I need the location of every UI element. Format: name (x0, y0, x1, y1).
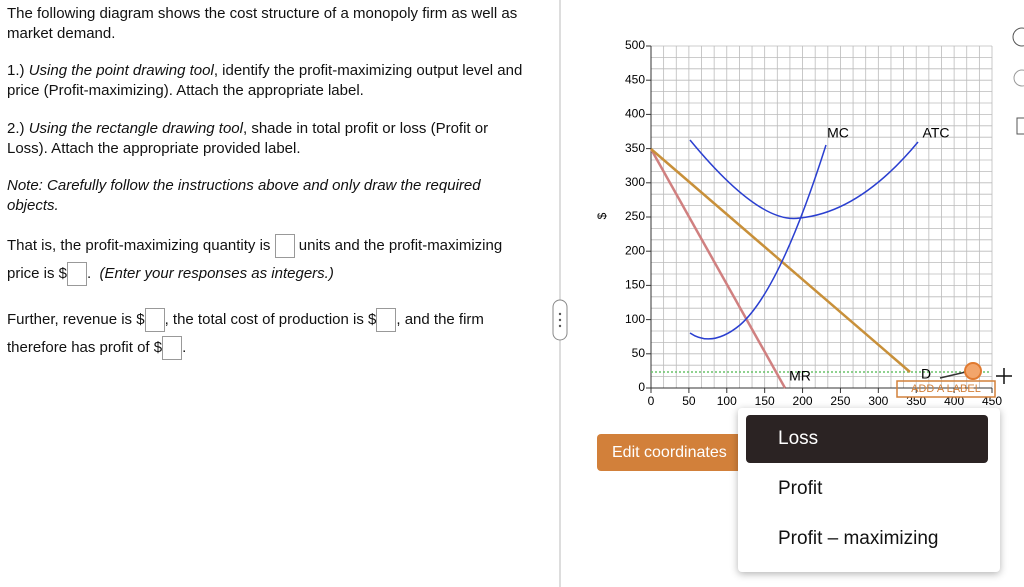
curve-label: D (921, 366, 931, 382)
step1: 1.) Using the point drawing tool, identi… (7, 61, 527, 101)
q-text: That is, the profit-maximizing quantity … (7, 237, 271, 254)
x-tick-label: 200 (793, 394, 813, 408)
intro: The following diagram shows the cost str… (7, 5, 518, 42)
y-tick-label: 200 (625, 243, 645, 257)
y-tick-label: 350 (625, 141, 645, 155)
add-label-box[interactable] (896, 380, 996, 398)
question2: Further, revenue is $ , the total cost of… (7, 306, 527, 362)
x-tick-label: 0 (648, 394, 655, 408)
answer-box[interactable] (144, 308, 165, 333)
y-axis-label: $ (595, 212, 609, 219)
grid (650, 45, 993, 389)
tool-icon[interactable] (1013, 69, 1024, 87)
step-text: , shade in total profit or loss (Profit … (7, 120, 489, 157)
q-text: , and the firm therefore has profit of $ (7, 311, 484, 356)
add-label: ADD A LABEL (911, 383, 981, 395)
y-tick-label: 0 (638, 380, 645, 394)
handle-dot (558, 324, 562, 328)
curve-label: MC (827, 125, 849, 141)
y-tick-label: 500 (625, 38, 645, 52)
label-menu: Loss Profit Profit – maximizing (738, 408, 1000, 572)
x-tick-label: 50 (682, 394, 696, 408)
q-text: Further, revenue is $ (7, 311, 145, 328)
x-tick-label: 250 (830, 394, 850, 408)
question1: That is, the profit-maximizing quantity … (7, 232, 527, 288)
answer-box[interactable] (376, 308, 397, 333)
y-tick-label: 50 (632, 346, 646, 360)
menu-item[interactable]: Profit – maximizing (778, 528, 939, 549)
d-curve (650, 148, 911, 373)
q-text: . (182, 339, 187, 356)
answer-box[interactable] (274, 234, 295, 259)
move-icon[interactable] (996, 368, 1012, 384)
answer-box[interactable] (67, 262, 88, 287)
x-tick-label: 150 (755, 394, 775, 408)
answer-box[interactable] (162, 336, 183, 361)
q-text: . (87, 265, 92, 282)
tool-icon[interactable] (1016, 117, 1024, 135)
step-number: 1.) (7, 62, 25, 79)
step2: 2.) Using the rectangle drawing tool, sh… (7, 119, 527, 159)
menu-item[interactable]: Profit (778, 478, 823, 499)
mc-curve (689, 144, 827, 340)
tool: Using the point drawing tool (28, 62, 214, 79)
y-tick-label: 450 (625, 72, 645, 86)
x-tick-label: 100 (717, 394, 737, 408)
curve-label: MR (789, 368, 811, 384)
hint: (Enter your responses as integers.) (99, 265, 334, 282)
x-tick-label: 300 (868, 394, 888, 408)
y-tick-label: 300 (625, 175, 645, 189)
ticks: 0 50 100 150 200 250 300 350 400 450 500 0 50 100 150 2… (625, 38, 1002, 408)
handle-dot (558, 318, 562, 322)
tool-icon[interactable] (1012, 27, 1024, 47)
step-text: , identify the profit-maximizing output … (7, 62, 523, 99)
note: Note: Carefully follow the instructions … (7, 176, 527, 216)
edit-coordinates-button[interactable]: Edit coordinates (597, 434, 747, 471)
q-text: units and the profit-maximizing price is… (7, 237, 503, 282)
tool: Using the rectangle drawing tool (28, 120, 243, 137)
y-tick-label: 400 (625, 107, 645, 121)
mr-curve (649, 148, 787, 389)
atc-curve (689, 139, 919, 220)
step-number: 2.) (7, 120, 25, 137)
menu-item[interactable]: Loss (746, 415, 988, 463)
curve-label: ATC (923, 125, 950, 141)
point-handle[interactable] (964, 362, 982, 380)
y-tick-label: 100 (625, 312, 645, 326)
y-tick-label: 250 (625, 209, 645, 223)
note-text: Note: Carefully follow the instructions … (7, 177, 481, 214)
handle-dot (558, 312, 562, 316)
q-text: , the total cost of production is $ (164, 311, 377, 328)
y-tick-label: 150 (625, 278, 645, 292)
